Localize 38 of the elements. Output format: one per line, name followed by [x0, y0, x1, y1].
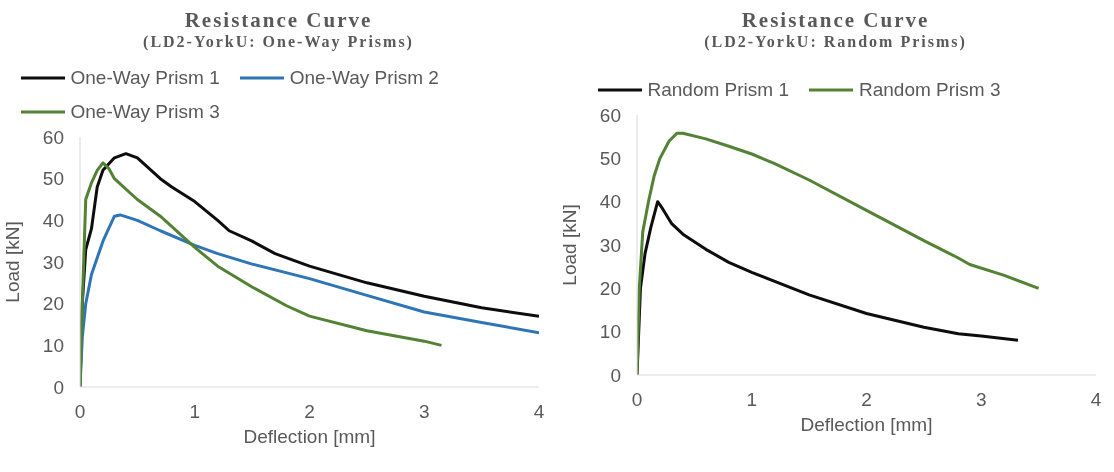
legend-label: Random Prism 1 [647, 79, 789, 101]
line-series [80, 161, 443, 387]
y-tick-label: 0 [610, 364, 621, 386]
y-tick-label: 10 [599, 321, 621, 343]
chart-subtitle: (LD2-YorkU: Random Prisms) [703, 33, 968, 51]
x-tick-label: 2 [304, 401, 315, 423]
x-tick-label: 4 [1090, 389, 1102, 411]
x-tick-label: 3 [975, 389, 987, 411]
y-tick-label: 60 [42, 126, 64, 148]
x-tick-label: 1 [189, 401, 201, 423]
y-tick-label: 20 [42, 293, 64, 315]
chart-title: Resistance Curve [740, 8, 931, 33]
x-tick-label: 1 [746, 389, 758, 411]
x-axis-title: Deflection [mm] [243, 426, 376, 447]
y-tick-label: 30 [599, 234, 621, 256]
x-tick-label: 4 [533, 401, 545, 423]
y-axis-title: Load [kN] [1, 221, 23, 303]
legend-label: One-Way Prism 2 [289, 67, 439, 89]
y-axis-title: Load [kN] [558, 204, 580, 286]
line-series [637, 131, 1041, 375]
y-tick-label: 30 [42, 251, 64, 273]
chart-title: Resistance Curve [183, 8, 374, 33]
legend-label: Random Prism 3 [859, 79, 1001, 101]
x-tick-label: 0 [631, 389, 643, 411]
x-tick-label: 3 [418, 401, 430, 423]
y-tick-label: 20 [599, 278, 621, 300]
x-axis-title: Deflection [mm] [800, 414, 933, 435]
y-tick-label: 10 [42, 335, 64, 357]
x-tick-label: 0 [74, 401, 86, 423]
y-tick-label: 40 [599, 191, 621, 213]
y-tick-label: 50 [42, 168, 64, 190]
y-tick-label: 60 [599, 104, 621, 126]
y-tick-label: 50 [599, 148, 621, 170]
legend-label: One-Way Prism 1 [70, 67, 220, 89]
legend-label: One-Way Prism 3 [70, 101, 220, 123]
x-tick-label: 2 [861, 389, 872, 411]
chart-subtitle: (LD2-YorkU: One-Way Prisms) [142, 33, 415, 51]
y-tick-label: 40 [42, 210, 64, 232]
